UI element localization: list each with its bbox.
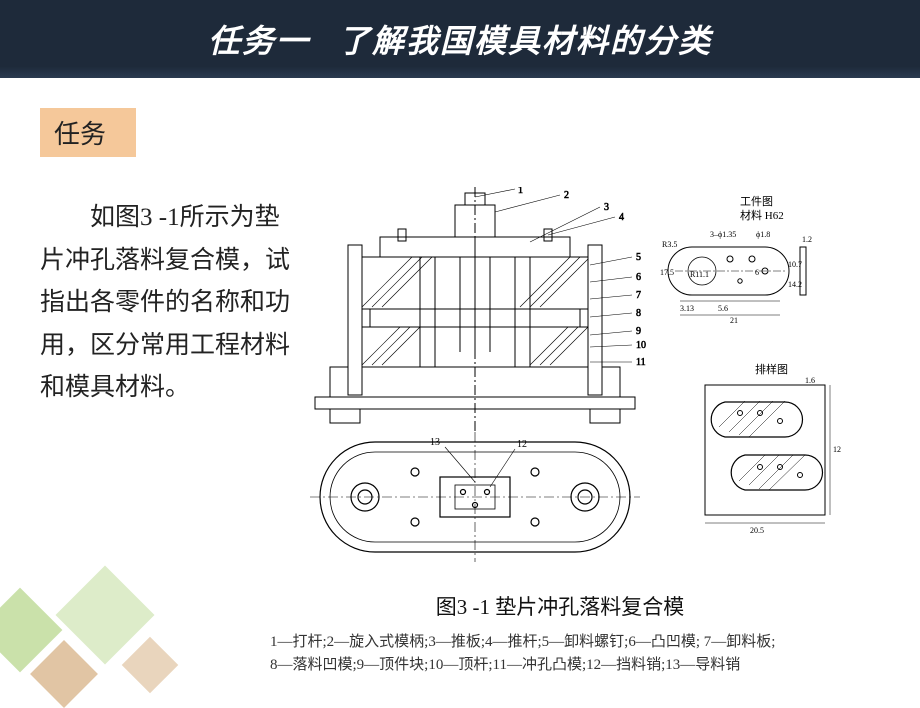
legend-line-2: 8—落料凹模;9—顶件块;10—顶杆;11—冲孔凸模;12—挡料销;13—导料销 [270,654,900,677]
svg-text:ϕ1.8: ϕ1.8 [756,230,770,239]
svg-text:6: 6 [755,268,759,277]
svg-text:1.2: 1.2 [802,235,812,244]
figure-legend: 1—打杆;2—旋入式模柄;3—推板;4—推杆;5—卸料螺钉;6—凸凹模; 7—卸… [270,631,900,676]
svg-text:8: 8 [636,308,641,319]
figure-caption: 图3 -1 垫片冲孔落料复合模 [220,591,900,621]
svg-text:材料 H62: 材料 H62 [740,208,784,222]
svg-text:9: 9 [636,326,641,337]
svg-text:R3.5: R3.5 [662,240,677,249]
svg-text:7: 7 [636,290,641,301]
svg-text:13: 13 [430,437,440,448]
svg-text:6: 6 [636,272,641,283]
slide-content: 任务 如图3 -1所示为垫片冲孔落料复合模，试指出各零件的名称和功用，区分常用工… [0,78,920,690]
svg-text:12: 12 [517,439,527,450]
svg-text:1.6: 1.6 [805,376,815,385]
svg-text:3: 3 [604,202,609,213]
svg-text:11: 11 [636,357,646,368]
svg-text:10.7: 10.7 [788,260,802,269]
task-label: 任务 [40,108,136,157]
slide-title-bar: 任务一 了解我国模具材料的分类 [0,0,920,78]
title-part1: 任务一 [208,16,310,62]
legend-line-1: 1—打杆;2—旋入式模柄;3—推板;4—推杆;5—卸料螺钉;6—凸凹模; 7—卸… [270,631,900,654]
svg-text:17.5: 17.5 [660,268,674,277]
svg-text:5: 5 [636,252,641,263]
title-part2: 了解我国模具材料的分类 [338,16,712,62]
svg-text:3–ϕ1.35: 3–ϕ1.35 [710,230,736,239]
svg-text:3.13: 3.13 [680,304,694,313]
svg-text:2: 2 [564,190,569,201]
svg-text:10: 10 [636,340,646,351]
svg-text:1: 1 [518,187,523,196]
svg-text:排样图: 排样图 [755,362,788,376]
figure-zone: 1 2 3 4 5 6 7 8 9 10 11 [300,187,900,676]
svg-text:14.2: 14.2 [788,280,802,289]
engineering-diagram: 1 2 3 4 5 6 7 8 9 10 11 [300,187,880,577]
svg-text:12: 12 [833,445,841,454]
svg-text:20.5: 20.5 [750,526,764,535]
svg-text:工件图: 工件图 [740,195,773,208]
svg-text:5.6: 5.6 [718,304,728,313]
svg-text:R11.1: R11.1 [690,270,709,279]
svg-text:21: 21 [730,316,738,325]
svg-text:4: 4 [619,212,624,223]
